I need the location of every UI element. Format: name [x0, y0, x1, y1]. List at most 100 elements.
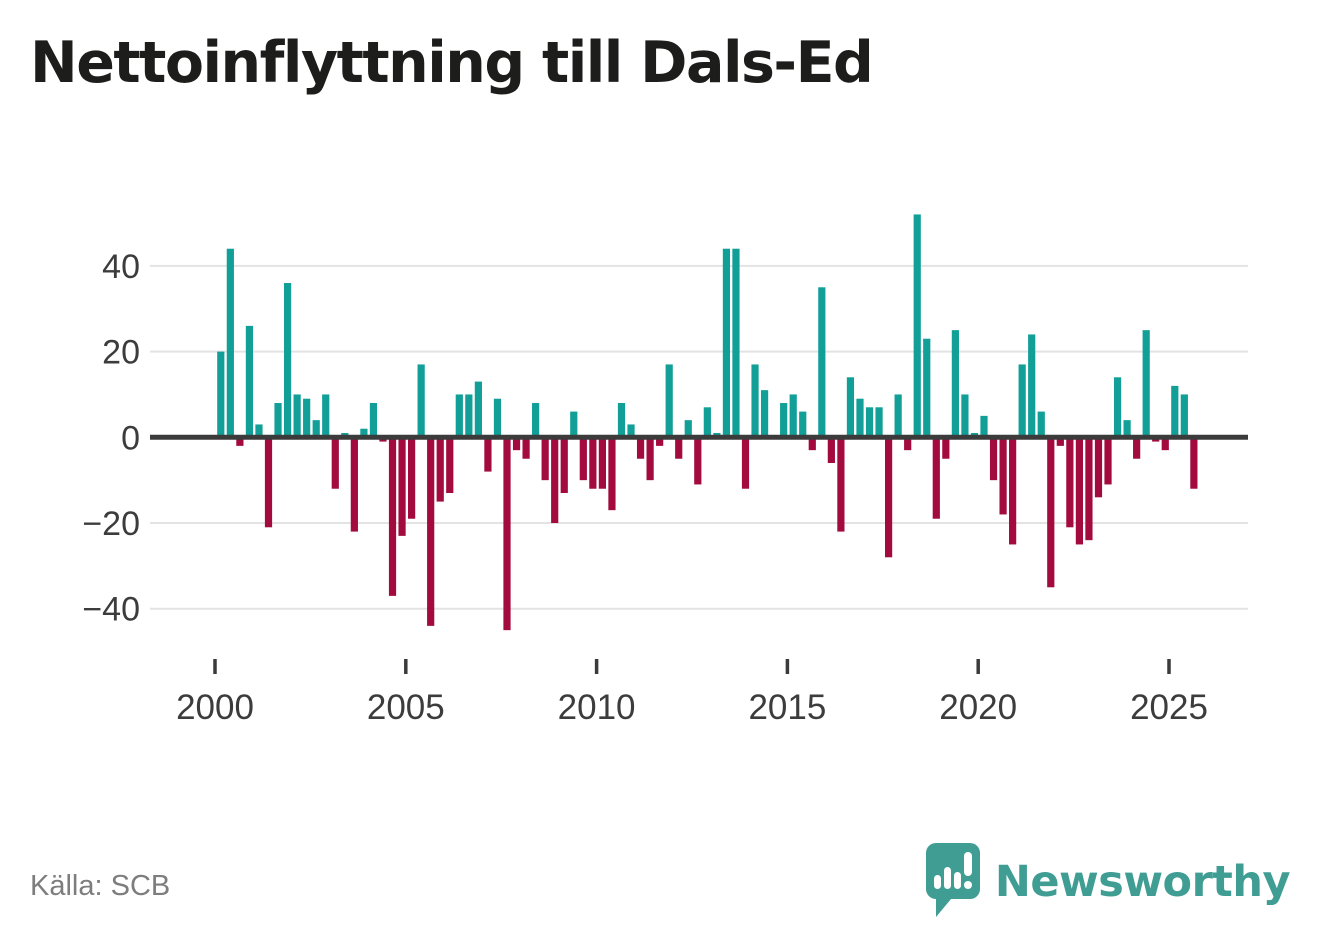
bar [932, 437, 940, 519]
brand-logo: Newsworthy [925, 842, 1291, 922]
bar [1085, 437, 1093, 541]
x-axis-tick-label: 2025 [1130, 688, 1208, 727]
bar [999, 437, 1007, 515]
bar [751, 364, 759, 438]
bar [579, 437, 587, 481]
bar [989, 437, 998, 481]
bar [1142, 330, 1150, 438]
bar [1161, 437, 1169, 451]
bar [474, 381, 482, 438]
bar [350, 437, 358, 532]
x-axis-tick-label: 2010 [558, 688, 636, 727]
bar [961, 394, 969, 438]
bar [1104, 437, 1112, 485]
bar [465, 394, 473, 438]
bar [617, 403, 626, 438]
bar [675, 437, 683, 459]
bar [274, 403, 282, 438]
x-axis-tick-label: 2005 [367, 688, 445, 727]
y-axis-tick-label: −40 [82, 591, 140, 629]
bar [1180, 394, 1188, 438]
bar [589, 437, 597, 489]
bar [283, 283, 292, 438]
bar [732, 248, 740, 438]
bar [417, 364, 425, 438]
bar [799, 411, 807, 438]
bar [741, 437, 750, 489]
bar [608, 437, 616, 511]
y-axis-tick-label: 40 [102, 248, 140, 286]
bar [446, 437, 454, 494]
bar [913, 214, 921, 438]
bar [398, 437, 406, 536]
bar [570, 411, 578, 438]
bar [493, 398, 502, 438]
bar [303, 398, 311, 438]
bar [522, 437, 530, 459]
bar [665, 364, 673, 438]
y-axis-tick-label: −20 [82, 505, 140, 543]
bar [856, 398, 864, 438]
bar [503, 437, 511, 631]
bar [789, 394, 797, 438]
y-axis-tick-label: 0 [121, 419, 140, 457]
x-axis-tick-label: 2020 [939, 688, 1017, 727]
bar [1009, 437, 1017, 545]
bar [388, 437, 397, 596]
bar [1133, 437, 1141, 459]
bar [942, 437, 950, 459]
bar [598, 437, 606, 489]
bar [369, 403, 378, 438]
bar [1190, 437, 1198, 489]
bar [245, 325, 254, 438]
bar [1123, 420, 1131, 438]
bar [885, 437, 893, 558]
bar [951, 330, 959, 438]
bar [694, 437, 702, 485]
bar [656, 437, 664, 446]
bar [684, 420, 692, 438]
bar [865, 407, 874, 438]
bar [1056, 437, 1064, 446]
bar [293, 394, 301, 438]
bar [236, 437, 244, 446]
bar [1066, 437, 1074, 528]
bar [322, 394, 330, 438]
bar [627, 424, 635, 438]
bar [1094, 437, 1103, 498]
bar [1037, 411, 1045, 438]
bar [703, 407, 711, 438]
x-axis-tick-label: 2015 [748, 688, 826, 727]
bar [636, 437, 645, 459]
bar [780, 403, 788, 438]
bar [551, 437, 559, 524]
page-title: Nettoinflyttning till Dals-Ed [30, 30, 874, 96]
bar [312, 420, 320, 438]
bar [264, 437, 273, 528]
bar [722, 248, 731, 438]
y-axis-tick-label: 20 [102, 334, 140, 372]
bar [760, 390, 769, 438]
bar [1171, 385, 1179, 438]
bar [512, 437, 521, 451]
bar [846, 377, 855, 438]
bar [255, 424, 263, 438]
bar [923, 338, 931, 438]
bar [837, 437, 845, 532]
bar [217, 351, 225, 438]
bar [827, 437, 835, 464]
bar [541, 437, 549, 481]
x-axis-tick-label: 2000 [176, 688, 254, 727]
bar [980, 415, 988, 438]
bar [360, 428, 368, 438]
bar [436, 437, 444, 502]
bar [331, 437, 339, 489]
bar [226, 248, 234, 438]
bar [818, 287, 826, 438]
bar [1047, 437, 1055, 588]
bar [427, 437, 435, 626]
bar [894, 394, 902, 438]
bar [875, 407, 883, 438]
